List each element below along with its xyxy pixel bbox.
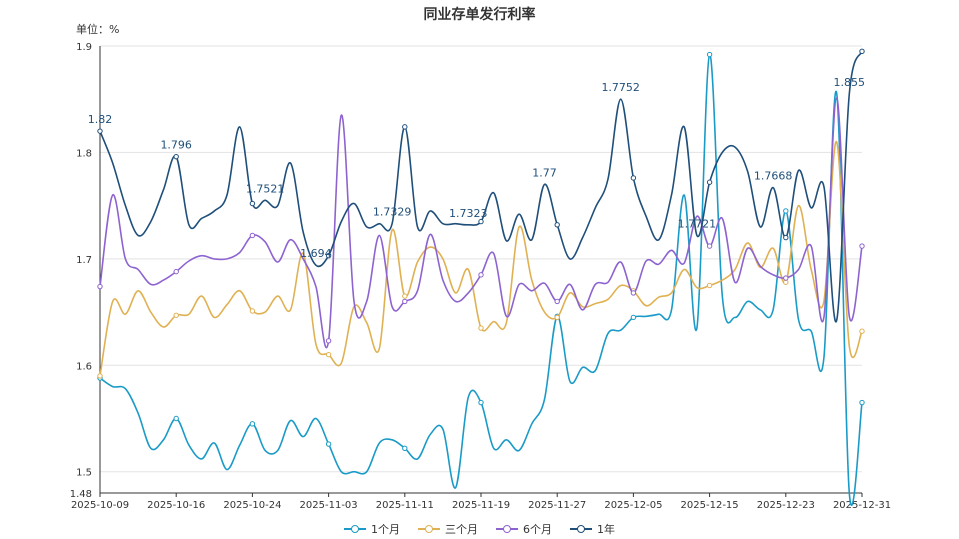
unit-label: 单位：% (76, 23, 120, 36)
legend-item-1[interactable]: 三个月 (418, 521, 478, 537)
legend-swatch (496, 524, 518, 534)
series-point-2[interactable] (859, 243, 865, 249)
x-tick-label: 2025-12-05 (604, 500, 662, 511)
series-point-3[interactable] (859, 48, 865, 55)
x-tick-label: 2025-11-11 (376, 500, 434, 511)
data-label: 1.7329 (373, 206, 412, 219)
series-point-2[interactable] (97, 283, 103, 290)
legend-label: 三个月 (445, 523, 478, 536)
y-tick-label: 1.5 (76, 468, 92, 479)
series-point-3[interactable] (325, 252, 332, 259)
series-point-1[interactable] (783, 279, 789, 285)
series-point-0[interactable] (783, 208, 789, 214)
chart-title: 同业存单发行利率 (423, 7, 536, 23)
axis-layer: 1.48 1.5 1.6 1.7 1.8 1.9 2025-10-09 2025-10-16 2… (70, 42, 891, 511)
series-point-0[interactable] (402, 445, 408, 451)
series-point-3[interactable] (630, 175, 637, 181)
series-point-1[interactable] (249, 308, 256, 314)
series-point-0[interactable] (706, 51, 713, 58)
data-label: 1.82 (88, 113, 113, 126)
series-point-1[interactable] (402, 293, 408, 299)
series-point-2[interactable] (249, 232, 256, 239)
legend-label: 6个月 (523, 523, 552, 536)
series-point-0[interactable] (859, 399, 865, 406)
series-point-1[interactable] (173, 312, 179, 318)
series-point-3[interactable] (97, 128, 103, 134)
series-point-2[interactable] (402, 298, 408, 305)
data-label: 1.796 (160, 139, 192, 152)
series-point-0[interactable] (630, 314, 637, 321)
series-line-1 (99, 140, 863, 377)
x-tick-label: 2025-10-16 (147, 500, 205, 511)
series-point-0[interactable] (478, 399, 484, 406)
series-point-3[interactable] (783, 234, 789, 241)
series-point-2[interactable] (478, 272, 484, 278)
data-label: 1.7323 (449, 207, 488, 220)
series-point-1[interactable] (706, 282, 713, 289)
legend-swatch (570, 524, 592, 534)
x-tick-label: 2025-12-15 (681, 500, 739, 511)
series-point-2[interactable] (706, 243, 713, 249)
annotation-layer: 1.82 1.796 1.7521 1.694 1.7329 1.7323 1.77 1.77… (88, 76, 865, 260)
data-label: 1.855 (834, 76, 866, 89)
legend-item-3[interactable]: 1年 (570, 521, 615, 537)
legend-label: 1个月 (371, 523, 400, 536)
grid-layer (100, 45, 862, 494)
series-point-0[interactable] (173, 415, 179, 422)
data-label: 1.694 (300, 247, 332, 260)
data-label: 1.7521 (246, 182, 285, 195)
y-tick-label: 1.48 (70, 489, 92, 500)
legend-label: 1年 (597, 523, 615, 536)
x-tick-label: 2025-12-31 (833, 500, 891, 511)
x-tick-label: 2025-10-09 (71, 500, 129, 511)
legend-swatch (418, 524, 440, 534)
series-point-0[interactable] (249, 421, 256, 427)
series-line-3 (99, 50, 863, 323)
series-point-2[interactable] (783, 275, 789, 281)
data-label: 1.7668 (754, 170, 793, 183)
series-point-3[interactable] (478, 218, 484, 225)
y-tick-label: 1.8 (76, 148, 92, 159)
series-point-3[interactable] (554, 222, 560, 228)
y-tick-label: 1.9 (76, 42, 92, 53)
series-point-0[interactable] (325, 441, 332, 447)
series-point-1[interactable] (97, 373, 103, 379)
series-point-1[interactable] (554, 314, 560, 321)
series-point-1[interactable] (478, 325, 484, 331)
series-point-2[interactable] (325, 338, 332, 344)
x-tick-label: 2025-11-19 (452, 500, 510, 511)
y-tick-label: 1.7 (76, 255, 92, 266)
series-point-3[interactable] (249, 200, 256, 207)
series-point-2[interactable] (630, 290, 637, 296)
x-tick-label: 2025-12-23 (757, 500, 815, 511)
data-label: 1.7721 (678, 217, 717, 230)
series-point-3[interactable] (173, 153, 179, 160)
series-line-0 (99, 53, 863, 506)
series-point-2[interactable] (554, 298, 560, 305)
series-point-3[interactable] (706, 179, 713, 185)
x-tick-label: 2025-10-24 (223, 500, 281, 511)
series-point-1[interactable] (325, 351, 332, 358)
data-label: 1.7752 (601, 81, 640, 94)
x-tick-label: 2025-11-03 (300, 500, 358, 511)
series-layer (97, 48, 865, 506)
series-point-1[interactable] (859, 328, 865, 334)
legend-item-2[interactable]: 6个月 (496, 521, 552, 537)
legend: 1个月 三个月 6个月 1年 (0, 521, 959, 537)
series-point-3[interactable] (402, 124, 408, 130)
data-label: 1.77 (532, 166, 557, 179)
series-point-2[interactable] (173, 268, 179, 275)
legend-item-0[interactable]: 1个月 (344, 521, 400, 537)
legend-swatch (344, 524, 366, 534)
x-tick-label: 2025-11-27 (528, 500, 586, 511)
y-tick-label: 1.6 (76, 361, 92, 372)
